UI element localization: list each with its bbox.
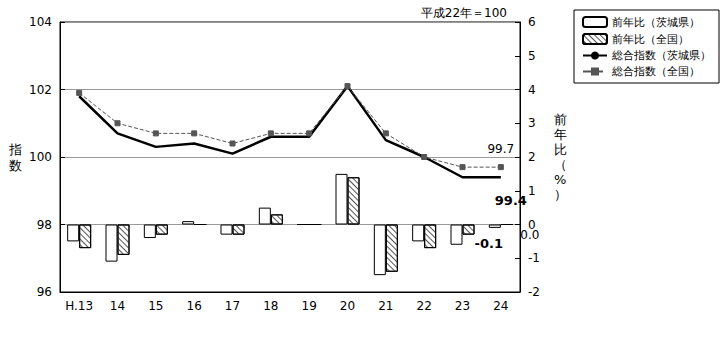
svg-text:24: 24: [493, 299, 508, 313]
svg-text:0: 0: [528, 217, 536, 232]
svg-text:年: 年: [554, 127, 567, 142]
svg-text:20: 20: [340, 299, 355, 313]
svg-text:1: 1: [528, 184, 536, 198]
svg-text:99.7: 99.7: [487, 142, 514, 156]
svg-text:18: 18: [263, 299, 278, 313]
svg-text:3: 3: [528, 116, 536, 130]
svg-text:数: 数: [9, 158, 22, 173]
svg-text:-1: -1: [528, 251, 540, 265]
svg-text:総合指数（茨城県）: 総合指数（茨城県）: [611, 49, 711, 62]
svg-text:19: 19: [302, 299, 317, 313]
svg-text:-0.1: -0.1: [475, 236, 503, 251]
svg-text:98: 98: [37, 218, 52, 232]
svg-text:99.4: 99.4: [495, 193, 527, 208]
svg-text:-2: -2: [528, 285, 540, 299]
svg-text:15: 15: [148, 299, 163, 313]
svg-text:比: 比: [554, 142, 567, 157]
svg-text:5: 5: [528, 49, 536, 63]
svg-text:）: ）: [554, 187, 567, 202]
svg-text:104: 104: [29, 15, 52, 29]
svg-text:4: 4: [528, 83, 536, 97]
svg-text:前年比（茨城県）: 前年比（茨城県）: [612, 16, 700, 29]
svg-text:%: %: [554, 172, 566, 187]
svg-text:21: 21: [378, 299, 393, 313]
svg-text:0.0: 0.0: [520, 228, 539, 242]
svg-text:（: （: [554, 157, 567, 172]
svg-text:14: 14: [110, 299, 125, 313]
svg-text:前年比（全国）: 前年比（全国）: [612, 33, 689, 46]
svg-text:100: 100: [29, 150, 52, 164]
svg-text:2: 2: [528, 150, 536, 164]
svg-text:総合指数（全国）: 総合指数（全国）: [611, 65, 700, 78]
svg-text:前: 前: [554, 112, 567, 127]
svg-text:H.13: H.13: [65, 299, 93, 313]
svg-text:平成22年＝100: 平成22年＝100: [421, 6, 507, 20]
svg-text:16: 16: [187, 299, 202, 313]
svg-text:22: 22: [417, 299, 432, 313]
svg-text:96: 96: [37, 285, 52, 299]
svg-text:指: 指: [8, 142, 22, 157]
svg-text:6: 6: [528, 15, 536, 29]
svg-text:102: 102: [29, 83, 52, 97]
svg-text:17: 17: [225, 299, 240, 313]
svg-text:23: 23: [455, 299, 470, 313]
